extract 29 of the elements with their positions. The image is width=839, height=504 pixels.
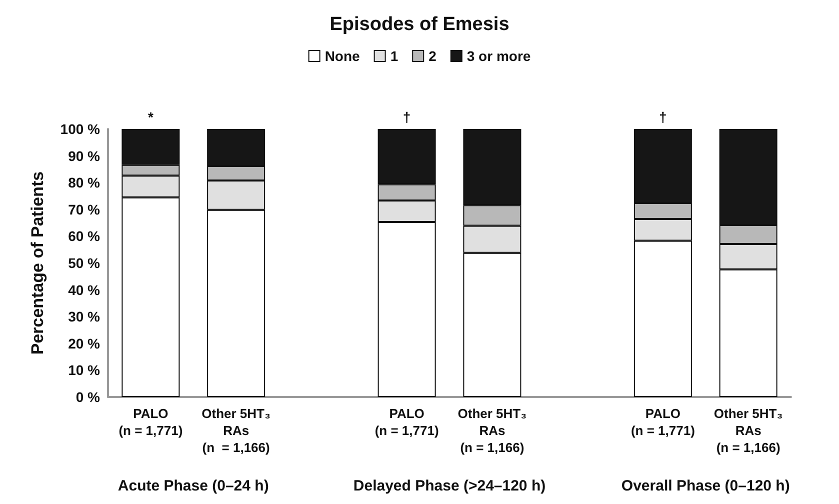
y-tick-label: 70 % bbox=[68, 201, 101, 218]
x-tick-label: PALO (n = 1,771) bbox=[118, 406, 183, 438]
x-tick-label: Other 5HT₃ RAs (n = 1,166) bbox=[202, 406, 270, 455]
text: Overall Phase (0–120 h) bbox=[621, 478, 790, 494]
legend-label: 3 or more bbox=[466, 48, 531, 64]
y-tick-label: 10 % bbox=[68, 362, 101, 378]
y-tick-label: 80 % bbox=[68, 174, 101, 191]
text: Delayed Phase (>24–120 h) bbox=[353, 478, 546, 494]
text: * bbox=[148, 109, 154, 125]
y-tick-label: 40 % bbox=[68, 282, 101, 298]
x-tick-label: Other 5HT₃ RAs (n = 1,166) bbox=[458, 406, 527, 455]
chart-title: Episodes of Emesis bbox=[330, 14, 510, 35]
legend-label: 2 bbox=[428, 48, 437, 64]
y-tick-label: 0 % bbox=[76, 389, 101, 405]
y-tick-label: 100 % bbox=[60, 121, 101, 137]
y-tick-label: 90 % bbox=[68, 148, 101, 164]
text: Acute Phase (0–24 h) bbox=[118, 478, 269, 494]
x-tick-label: PALO (n = 1,771) bbox=[374, 406, 439, 438]
x-tick-label: Other 5HT₃ RAs (n = 1,166) bbox=[714, 406, 783, 455]
text: † bbox=[402, 109, 411, 125]
text: † bbox=[659, 109, 667, 125]
y-axis-title: Percentage of Patients bbox=[28, 171, 47, 355]
legend-label: 1 bbox=[390, 48, 398, 64]
y-tick-label: 20 % bbox=[68, 335, 101, 352]
y-tick-label: 60 % bbox=[68, 228, 101, 244]
y-tick-label: 50 % bbox=[68, 255, 101, 271]
y-tick-label: 30 % bbox=[68, 308, 101, 325]
legend-label: None bbox=[324, 48, 360, 64]
x-tick-label: PALO (n = 1,771) bbox=[630, 406, 695, 438]
